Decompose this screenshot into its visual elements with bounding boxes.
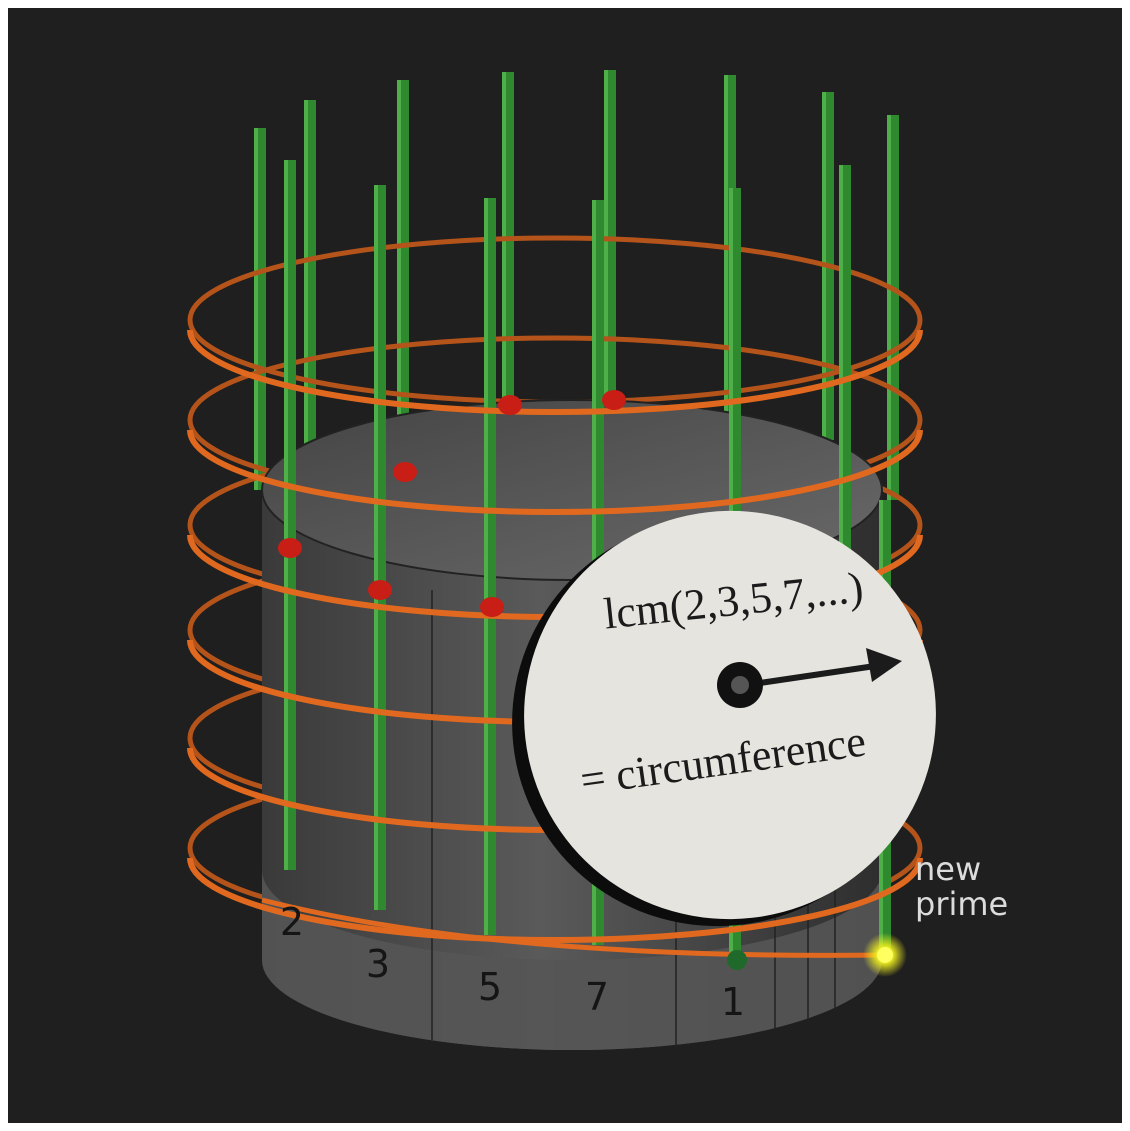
green-dot: [727, 950, 747, 970]
yellow-dot: [877, 947, 893, 963]
red-dot: [480, 597, 504, 617]
base-label: 3: [366, 942, 390, 986]
rod-highlight: [284, 160, 288, 870]
base-label: 7: [585, 975, 609, 1019]
rod-highlight: [254, 128, 258, 490]
rod-highlight: [304, 100, 308, 470]
red-dot: [393, 462, 417, 482]
red-dot: [278, 538, 302, 558]
red-dot: [498, 395, 522, 415]
red-dot: [602, 390, 626, 410]
rod-highlight: [604, 70, 608, 400]
illustration: 23571 lcm(2,3,5,7,...) = circumference n…: [0, 0, 1130, 1131]
annotation-line: prime: [915, 885, 1008, 923]
rod-highlight: [887, 115, 891, 500]
rod-highlight: [484, 198, 488, 935]
base-label: 5: [478, 965, 502, 1009]
annotation-line: new: [915, 850, 981, 888]
red-dot: [368, 580, 392, 600]
rod-highlight: [374, 185, 378, 910]
hub-center: [731, 676, 749, 694]
rod-highlight: [724, 75, 728, 440]
rod-highlight: [502, 72, 506, 420]
page: 23571 lcm(2,3,5,7,...) = circumference n…: [0, 0, 1130, 1131]
base-label: 1: [721, 980, 745, 1024]
base-label: 2: [280, 900, 304, 944]
